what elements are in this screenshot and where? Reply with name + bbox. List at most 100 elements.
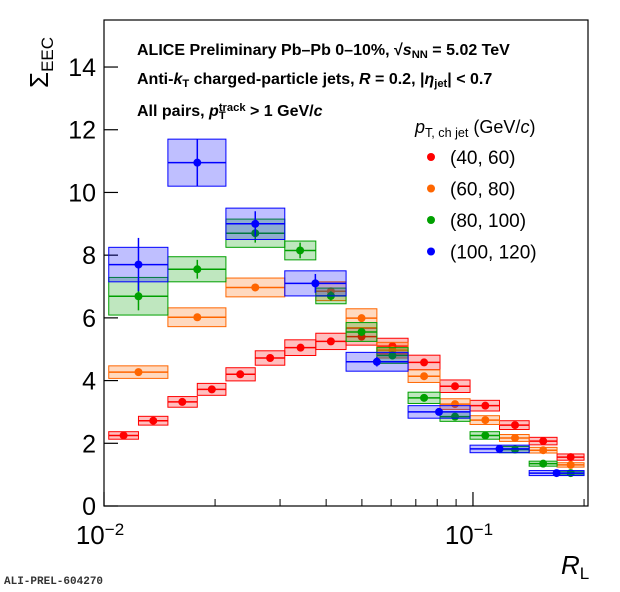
point	[251, 283, 260, 292]
text-segment: p	[414, 117, 425, 137]
legend-marker	[427, 184, 435, 193]
x-tick-base: 10	[76, 520, 105, 550]
point	[119, 431, 128, 440]
point	[193, 158, 202, 167]
point	[251, 219, 260, 228]
text-segment: Anti-	[137, 71, 173, 88]
x-tick-label: 10−2	[76, 520, 124, 550]
text-segment: (GeV/	[468, 117, 520, 137]
legend-label: (40, 60)	[450, 148, 515, 169]
legend-label: (60, 80)	[450, 180, 515, 201]
point	[236, 370, 245, 379]
point	[372, 357, 381, 366]
point	[511, 433, 520, 442]
x-axis-label: RL	[561, 550, 589, 583]
point	[357, 314, 366, 323]
y-axis-label: ΣEEC	[24, 37, 57, 88]
point	[266, 354, 275, 363]
rich-text: pT, ch jet (GeV/c)	[414, 117, 535, 140]
text-segment: T	[219, 110, 226, 122]
point	[481, 416, 490, 425]
y-tick-label: 10	[68, 179, 96, 207]
text-segment: charged-particle jets,	[189, 71, 359, 88]
x-tick-label: 10−1	[445, 520, 493, 550]
legend-label: (80, 100)	[450, 211, 526, 232]
point	[134, 260, 143, 269]
text-segment: p	[208, 103, 219, 120]
text-segment: c	[520, 117, 529, 137]
text-segment: s	[403, 42, 412, 59]
text-segment: | < 0.7	[447, 71, 492, 88]
text-segment: R	[359, 71, 371, 88]
y-label-sub: EEC	[38, 37, 57, 72]
legend-marker	[427, 247, 435, 256]
text-segment: All pairs,	[137, 103, 209, 120]
series	[108, 138, 585, 478]
x-tick-exponent: −2	[105, 520, 124, 539]
y-tick-label: 2	[82, 430, 96, 458]
x-tick-exponent: −1	[474, 520, 493, 539]
plot-frame	[103, 19, 589, 507]
rich-text: All pairs, pTtrack > 1 GeV/c	[137, 102, 323, 122]
point	[388, 351, 397, 360]
point	[420, 393, 429, 402]
text-segment: track	[219, 102, 247, 114]
text-segment: jet	[433, 78, 447, 90]
point	[539, 446, 548, 455]
point	[326, 337, 335, 346]
point	[481, 401, 490, 410]
text-segment: T	[182, 78, 189, 90]
x-label-sub: L	[580, 564, 589, 583]
text-segment: )	[529, 117, 535, 137]
point	[566, 460, 575, 469]
point	[134, 292, 143, 301]
text-segment: η	[424, 71, 434, 88]
point	[481, 431, 490, 440]
legend-label: (100, 120)	[450, 243, 537, 264]
footer: ALI-PREL-604270	[4, 576, 103, 588]
y-tick-label: 0	[82, 493, 96, 521]
text-segment: = 0.2, |	[371, 71, 425, 88]
point	[495, 444, 504, 453]
y-tick-label: 8	[82, 242, 96, 270]
y-tick-label: 6	[82, 305, 96, 333]
point	[296, 343, 305, 352]
point	[296, 246, 305, 255]
point	[420, 358, 429, 367]
point	[311, 279, 320, 288]
y-tick-label: 4	[82, 368, 96, 396]
point	[149, 416, 158, 425]
point	[451, 382, 460, 391]
point	[207, 385, 216, 394]
series	[108, 327, 585, 462]
point	[539, 459, 548, 468]
point	[539, 437, 548, 446]
rich-text: ALICE Preliminary Pb–Pb 0–10%, √sNN = 5.…	[137, 42, 510, 61]
legend-marker	[427, 216, 435, 224]
legend-marker	[427, 153, 435, 161]
point	[511, 421, 520, 430]
text-segment: k	[173, 71, 183, 88]
point	[134, 368, 143, 377]
text-segment: ALICE Preliminary Pb–Pb 0–10%, √	[137, 42, 403, 59]
point	[435, 407, 444, 416]
point	[357, 327, 366, 336]
point	[566, 453, 575, 462]
text-segment: c	[314, 103, 323, 120]
point	[193, 265, 202, 274]
text-segment: T, ch jet	[425, 126, 469, 140]
y-tick-label: 14	[68, 54, 96, 82]
x-label-main: R	[561, 550, 580, 580]
point	[420, 372, 429, 381]
point	[552, 469, 561, 478]
text-segment: > 1 GeV/	[246, 103, 315, 120]
x-tick-base: 10	[445, 520, 474, 550]
point	[193, 313, 202, 322]
y-tick-label: 12	[68, 117, 96, 145]
text-segment: = 5.02 TeV	[428, 42, 510, 59]
point	[178, 397, 187, 406]
rich-text: Anti-kT charged-particle jets, R = 0.2, …	[137, 71, 492, 90]
y-label-main: Σ	[24, 72, 54, 88]
text-segment: NN	[412, 49, 428, 61]
